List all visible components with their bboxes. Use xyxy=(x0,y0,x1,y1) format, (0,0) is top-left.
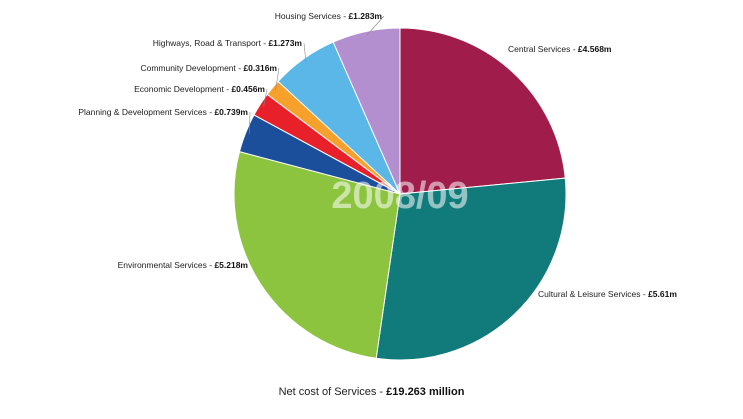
slice-label: Housing Services - £1.283m xyxy=(275,11,383,21)
slice-label-name: Highways, Road & Transport - xyxy=(153,38,269,48)
slice-label-value: £5.218m xyxy=(214,260,248,270)
leader-line xyxy=(275,67,280,91)
slice-label-name: Environmental Services - xyxy=(118,260,215,270)
leader-line xyxy=(249,111,251,135)
pie-slice-central-services xyxy=(399,27,566,195)
center-year-label: 2008/09 xyxy=(331,175,468,217)
slice-label-name: Housing Services - xyxy=(275,11,349,21)
slice-label-value: £0.316m xyxy=(243,63,277,73)
slice-label-name: Central Services - xyxy=(508,44,578,54)
total-value: £19.263 million xyxy=(386,386,465,398)
slice-label: Community Development - £0.316m xyxy=(140,63,277,73)
pie-slice-housing-services xyxy=(332,27,401,195)
slice-label-value: £0.456m xyxy=(231,84,265,94)
slice-labels: Central Services - £4.568m Cultural & Lei… xyxy=(78,11,677,299)
total-label: Net cost of Services - xyxy=(278,386,387,398)
leader-line xyxy=(303,42,307,63)
slice-label-value: £4.568m xyxy=(578,44,612,54)
pie-slices xyxy=(233,27,567,361)
leader-line xyxy=(366,15,385,36)
slice-label-value: £1.283m xyxy=(348,11,382,21)
slice-label-name: Community Development - xyxy=(140,63,243,73)
slice-label-value: £1.273m xyxy=(268,38,302,48)
total-footer: Net cost of Services - £19.263 million xyxy=(0,386,743,398)
slice-label-name: Economic Development - xyxy=(134,84,231,94)
slice-label: Central Services - £4.568m xyxy=(508,44,612,54)
slice-label: Highways, Road & Transport - £1.273m xyxy=(153,38,303,48)
slice-label-name: Cultural & Leisure Services - xyxy=(538,289,648,299)
leader-line xyxy=(263,88,268,107)
slice-label-name: Planning & Development Services - xyxy=(78,107,214,117)
pie-slice-cultural-leisure-services xyxy=(375,177,567,361)
slice-label: Economic Development - £0.456m xyxy=(134,84,265,94)
pie-slice-environmental-services xyxy=(233,151,401,359)
slice-label: Cultural & Leisure Services - £5.61m xyxy=(538,289,677,299)
slice-label-value: £5.61m xyxy=(648,289,677,299)
slice-label: Environmental Services - £5.218m xyxy=(118,260,249,270)
slice-label-value: £0.739m xyxy=(214,107,248,117)
leader-lines xyxy=(249,15,385,135)
slice-label: Planning & Development Services - £0.739… xyxy=(78,107,248,117)
